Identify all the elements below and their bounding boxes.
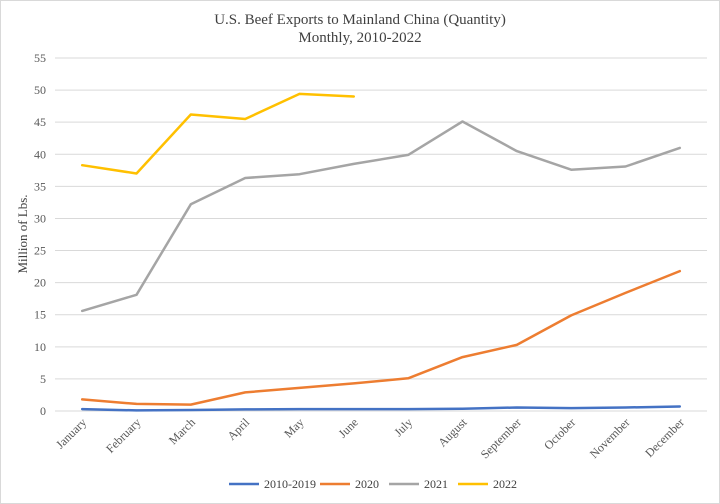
x-tick-label: September	[478, 415, 524, 461]
x-tick-label: April	[224, 415, 252, 443]
x-tick-label: May	[281, 415, 306, 440]
y-tick-label: 5	[40, 372, 46, 386]
x-tick-label: November	[587, 415, 633, 461]
y-tick-label: 20	[34, 276, 46, 290]
chart-title: U.S. Beef Exports to Mainland China (Qua…	[214, 12, 506, 28]
y-tick-label: 35	[34, 179, 46, 193]
legend-label: 2020	[355, 477, 379, 491]
y-tick-label: 25	[34, 244, 46, 258]
y-tick-label: 55	[34, 51, 46, 65]
y-tick-label: 10	[34, 340, 46, 354]
legend-label: 2021	[424, 477, 448, 491]
y-tick-label: 40	[34, 147, 46, 161]
series-line-2010-2019	[80, 405, 682, 412]
x-axis-ticks: January February March April May June July Augu…	[53, 415, 687, 462]
x-tick-label: June	[335, 415, 360, 440]
y-tick-label: 15	[34, 308, 46, 322]
series-line-2021	[80, 120, 682, 313]
legend: 2010-2019 2020 2021 2022	[229, 477, 517, 491]
x-tick-label: February	[103, 415, 144, 456]
legend-label: 2022	[493, 477, 517, 491]
x-tick-label: August	[435, 415, 470, 450]
x-tick-label: December	[642, 415, 687, 460]
chart-subtitle: Monthly, 2010-2022	[298, 30, 421, 46]
legend-label: 2010-2019	[264, 477, 316, 491]
y-axis-title: Million of Lbs.	[15, 194, 30, 273]
series-line-2022	[80, 92, 356, 175]
x-tick-label: July	[391, 415, 415, 439]
y-tick-label: 30	[34, 211, 46, 225]
x-tick-label: March	[166, 415, 198, 447]
y-tick-label: 50	[34, 83, 46, 97]
series-line-2020	[80, 269, 682, 406]
y-tick-label: 0	[40, 404, 46, 418]
gridlines	[55, 57, 707, 412]
y-tick-label: 45	[34, 115, 46, 129]
y-axis-ticks: 0 5 10 15 20 25 30 35 40 45 50 55	[34, 51, 46, 418]
x-tick-label: January	[53, 415, 89, 451]
series-lines	[80, 92, 682, 412]
x-tick-label: October	[541, 415, 578, 452]
